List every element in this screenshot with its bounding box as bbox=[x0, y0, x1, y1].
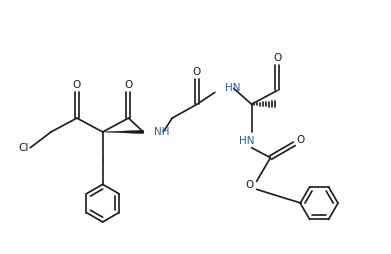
Text: O: O bbox=[73, 81, 81, 90]
Text: HN: HN bbox=[225, 83, 240, 93]
Text: O: O bbox=[124, 81, 133, 90]
Text: O: O bbox=[193, 67, 201, 77]
Text: HN: HN bbox=[239, 136, 255, 146]
Text: NH: NH bbox=[154, 127, 170, 137]
Text: O: O bbox=[296, 135, 304, 145]
Text: O: O bbox=[246, 180, 254, 190]
Text: Cl: Cl bbox=[18, 143, 29, 153]
Polygon shape bbox=[103, 130, 143, 134]
Text: O: O bbox=[273, 53, 282, 63]
